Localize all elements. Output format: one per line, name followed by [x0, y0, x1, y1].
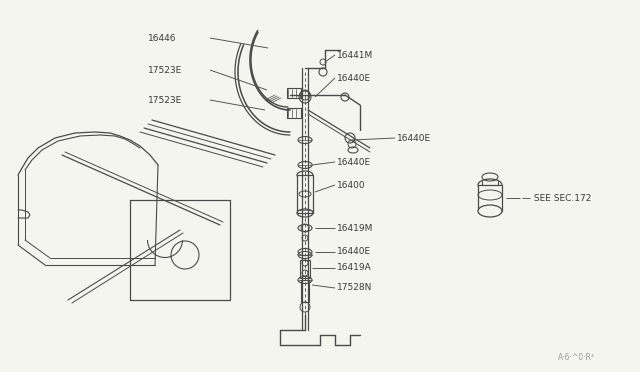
- Text: 16440E: 16440E: [337, 247, 371, 257]
- Text: 17523E: 17523E: [148, 96, 182, 105]
- Text: 16419M: 16419M: [337, 224, 373, 232]
- Ellipse shape: [478, 205, 502, 217]
- Bar: [301, 280, 309, 302]
- Text: 17528N: 17528N: [337, 283, 372, 292]
- Text: 16419A: 16419A: [337, 263, 372, 273]
- Text: 17523E: 17523E: [148, 65, 182, 74]
- Bar: [478, 185, 502, 211]
- Text: 16440E: 16440E: [397, 134, 431, 142]
- Text: 16446: 16446: [148, 33, 177, 42]
- Text: — SEE SEC.172: — SEE SEC.172: [522, 193, 591, 202]
- Text: 16440E: 16440E: [337, 157, 371, 167]
- Text: 16400: 16400: [337, 180, 365, 189]
- Text: A·6·^0·R³: A·6·^0·R³: [558, 353, 595, 362]
- Ellipse shape: [478, 179, 502, 191]
- Text: 16440E: 16440E: [337, 74, 371, 83]
- Text: 16441M: 16441M: [337, 51, 373, 60]
- Bar: [297, 175, 313, 213]
- Bar: [287, 108, 301, 118]
- Bar: [287, 88, 301, 98]
- Bar: [300, 260, 310, 278]
